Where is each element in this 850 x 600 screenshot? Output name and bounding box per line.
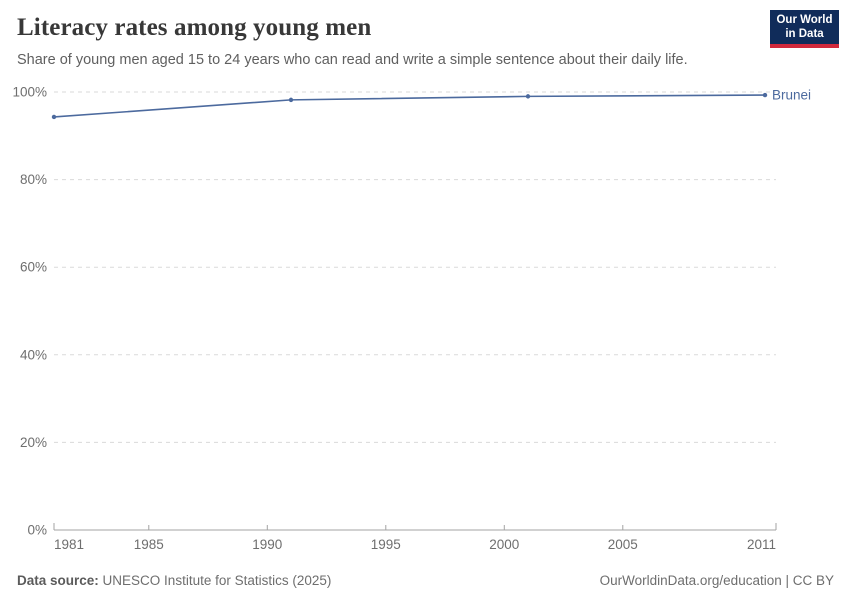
y-tick-label-20%: 20%: [20, 435, 47, 450]
owid-logo-line1: Our World: [776, 14, 833, 26]
line-chart[interactable]: 0% 20% 40% 60% 80% 100% 1981 1985 1990 1995 2000 20…: [0, 80, 850, 560]
data-point-brunei-2011[interactable]: [762, 92, 768, 98]
y-tick-label-0%: 0%: [27, 523, 47, 538]
owid-logo-line2: in Data: [785, 28, 824, 40]
page-title: Literacy rates among young men: [17, 14, 372, 41]
x-tick-label-2000: 2000: [489, 537, 519, 552]
x-tick-label-1990: 1990: [252, 537, 282, 552]
page-subtitle: Share of young men aged 15 to 24 years w…: [17, 52, 688, 68]
data-point-brunei-1991[interactable]: [288, 97, 294, 103]
x-tick-label-1981: 1981: [54, 537, 84, 552]
data-source-text: UNESCO Institute for Statistics (2025): [102, 573, 332, 588]
license-note[interactable]: OurWorldinData.org/education | CC BY: [599, 573, 834, 588]
y-tick-label-60%: 60%: [20, 260, 47, 275]
x-tick-label-1985: 1985: [134, 537, 164, 552]
y-tick-label-100%: 100%: [12, 85, 47, 100]
data-source-note: Data source: UNESCO Institute for Statis…: [17, 573, 331, 588]
series-line-brunei[interactable]: [53, 94, 766, 118]
data-point-brunei-2001[interactable]: [525, 94, 531, 99]
y-tick-label-80%: 80%: [20, 172, 47, 187]
data-source-label: Data source:: [17, 573, 99, 588]
x-tick-label-2005: 2005: [608, 537, 638, 552]
x-tick-label-2011: 2011: [747, 537, 776, 552]
chart-footer: Data source: UNESCO Institute for Statis…: [17, 573, 834, 588]
entity-label-brunei[interactable]: Brunei: [772, 88, 811, 103]
data-point-brunei-1981[interactable]: [51, 114, 57, 120]
y-tick-label-40%: 40%: [20, 347, 47, 362]
owid-logo[interactable]: Our World in Data: [770, 10, 839, 48]
x-tick-label-1995: 1995: [371, 537, 401, 552]
